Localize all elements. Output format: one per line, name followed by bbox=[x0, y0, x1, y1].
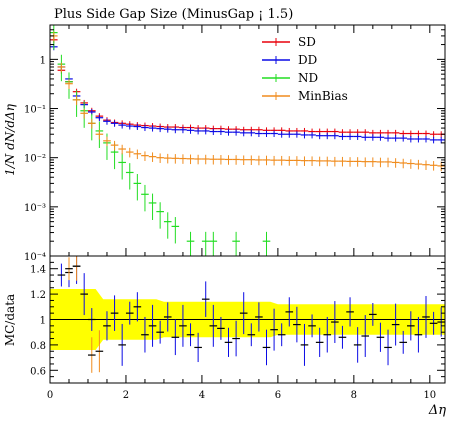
ratio-y-label: MC/data bbox=[3, 294, 17, 346]
x-axis-label: Δη bbox=[428, 403, 446, 418]
x-tick-label: 10 bbox=[423, 390, 436, 401]
series-sd bbox=[50, 36, 445, 138]
ratio-y-tick-label: 0.8 bbox=[30, 341, 46, 352]
legend-item-nd: ND bbox=[262, 71, 318, 85]
chart-legend: SD DD ND MinBias bbox=[262, 35, 348, 103]
ratio-y-tick-label: 1.2 bbox=[30, 290, 46, 301]
legend-label-dd: DD bbox=[298, 53, 317, 67]
main-y-tick-label: 10⁻³ bbox=[24, 203, 46, 214]
legend-label-sd: SD bbox=[298, 35, 316, 49]
legend-item-minbias: MinBias bbox=[262, 89, 348, 103]
main-y-tick-label: 10⁻⁴ bbox=[24, 252, 46, 263]
main-y-tick-label: 10⁻¹ bbox=[24, 105, 46, 116]
ratio-series-minbias bbox=[65, 256, 104, 373]
legend-item-dd: DD bbox=[262, 53, 317, 67]
x-tick-label: 6 bbox=[275, 390, 281, 401]
chart-title: Plus Side Gap Size (MinusGap ¡ 1.5) bbox=[54, 7, 293, 22]
main-plot: 10⁻⁴ 10⁻³ 10⁻² 10⁻¹ 1 1/N dN/dΔη bbox=[3, 24, 446, 263]
series-minbias bbox=[50, 31, 445, 172]
series-nd bbox=[50, 25, 271, 256]
legend-label-nd: ND bbox=[298, 71, 318, 85]
x-tick-label: 8 bbox=[351, 390, 357, 401]
ratio-y-tick-label: 1.4 bbox=[30, 265, 46, 276]
legend-item-sd: SD bbox=[262, 35, 316, 49]
x-tick-label: 4 bbox=[199, 390, 205, 401]
main-y-label: 1/N dN/dΔη bbox=[3, 103, 17, 176]
ratio-y-tick-label: 0.6 bbox=[30, 366, 46, 377]
series-dd bbox=[50, 43, 445, 144]
x-tick-label: 2 bbox=[123, 390, 129, 401]
x-tick-label: 0 bbox=[47, 390, 53, 401]
ratio-plot: 0.6 0.8 1 1.2 1.4 0 2 4 6 8 10 MC/data Δη bbox=[3, 255, 446, 418]
legend-label-minbias: MinBias bbox=[298, 89, 348, 103]
ratio-y-tick-label: 1 bbox=[40, 316, 46, 327]
main-y-tick-label: 10⁻² bbox=[24, 154, 46, 165]
main-y-tick-label: 1 bbox=[40, 55, 46, 66]
